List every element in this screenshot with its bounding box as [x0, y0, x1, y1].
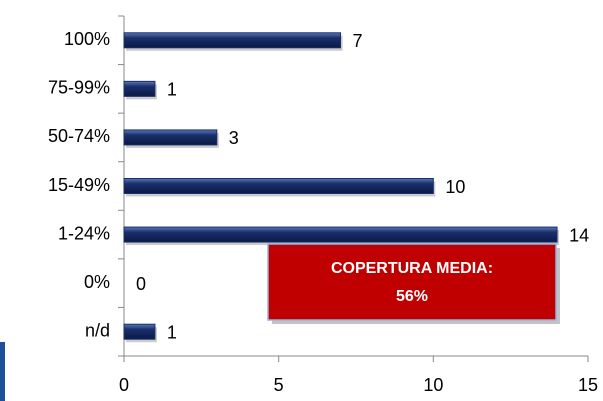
annotation-text: COPERTURA MEDIA: [331, 260, 493, 277]
bar [123, 226, 558, 243]
value-label: 7 [353, 31, 363, 51]
y-tick-label: n/d [85, 320, 110, 340]
y-tick-label: 100% [64, 29, 110, 49]
y-tick-label: 0% [84, 272, 110, 292]
edge-strip [0, 342, 5, 401]
bar [123, 80, 156, 97]
value-label: 14 [569, 225, 589, 245]
x-tick-label: 5 [274, 375, 284, 395]
bar [123, 129, 218, 146]
bar [123, 178, 434, 194]
value-label: 3 [229, 128, 239, 148]
x-tick-label: 15 [578, 375, 598, 395]
y-tick-label: 75-99% [48, 78, 110, 98]
y-tick-label: 1-24% [58, 223, 110, 243]
annotation-box [267, 243, 557, 321]
value-label: 1 [167, 80, 177, 100]
annotation-text: 56% [396, 288, 428, 305]
value-label: 0 [136, 274, 146, 294]
bar [123, 32, 342, 49]
bar [123, 323, 156, 340]
y-tick-label: 50-74% [48, 126, 110, 146]
y-tick-label: 15-49% [48, 175, 110, 195]
x-tick-label: 0 [119, 375, 129, 395]
value-label: 10 [445, 177, 465, 197]
value-label: 1 [167, 322, 177, 342]
x-tick-label: 10 [423, 375, 443, 395]
